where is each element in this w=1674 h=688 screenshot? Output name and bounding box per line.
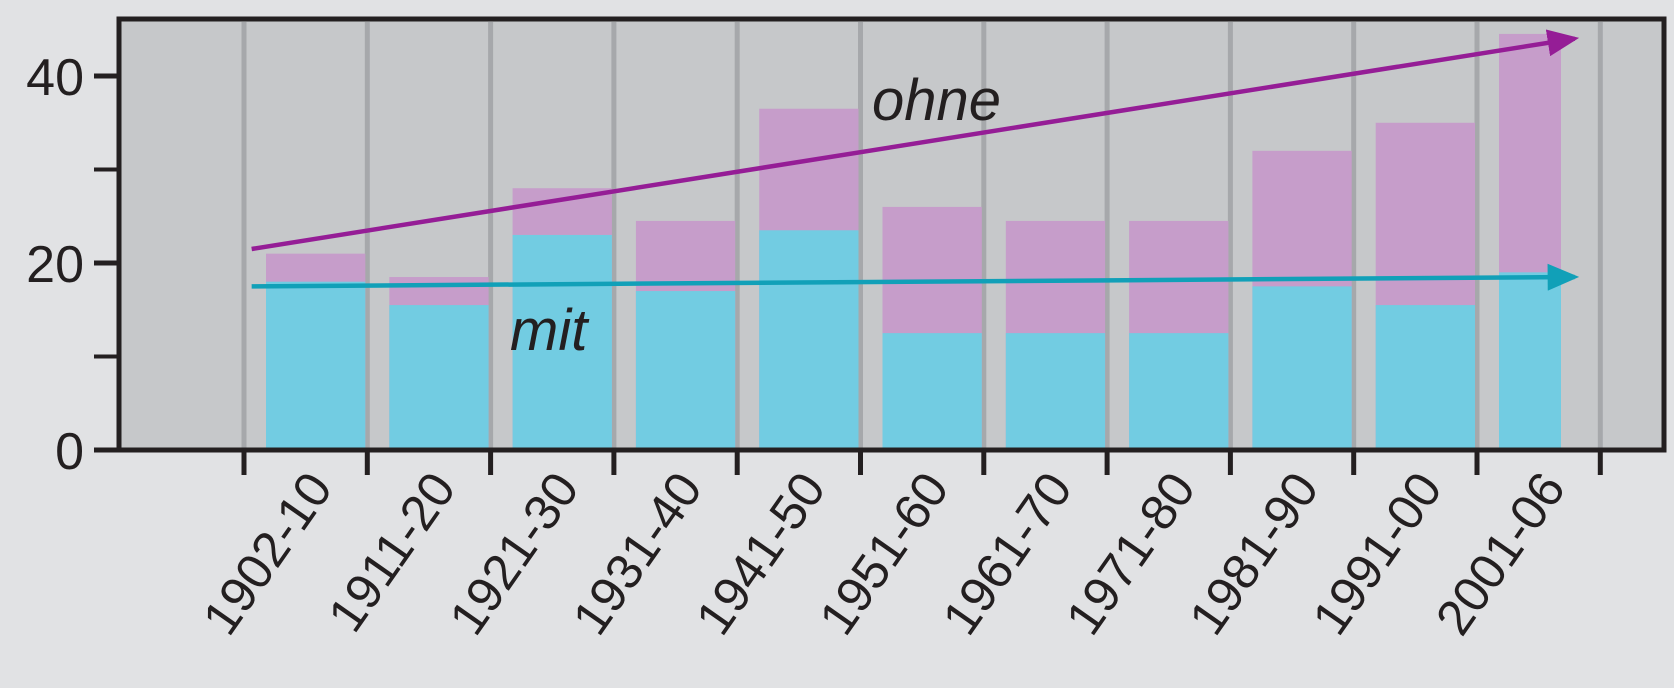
bar-mit [1005,333,1106,450]
trend-lines [251,29,1580,291]
series-labels: ohne mit [510,68,1001,363]
bar-mit [635,291,736,450]
category-label: 2001-06 [1425,462,1576,644]
series-label-ohne: ohne [872,68,1001,133]
category-labels: 1902-101911-201921-301931-401941-501951-… [192,462,1576,644]
bar-mit [1375,305,1475,450]
bar-mit [266,281,366,450]
bar-mit [512,234,612,450]
bar-mit [882,333,982,450]
y-tick-label: 20 [26,236,84,294]
bar-mit [1252,286,1352,450]
category-label: 1902-10 [192,462,343,644]
y-tick-label: 40 [26,49,84,107]
y-tick-label: 0 [55,423,84,481]
bar-mit [759,230,859,450]
trend-line-mit [251,263,1580,291]
bar-mit [389,305,489,450]
trend-line-ohne [251,29,1580,252]
axes: 0 20 40 [26,49,1603,481]
bar-mit [1499,272,1561,450]
series-label-mit: mit [510,298,590,363]
plot-frame [116,16,1667,453]
bar-mit [1129,333,1229,450]
bars [266,33,1561,451]
